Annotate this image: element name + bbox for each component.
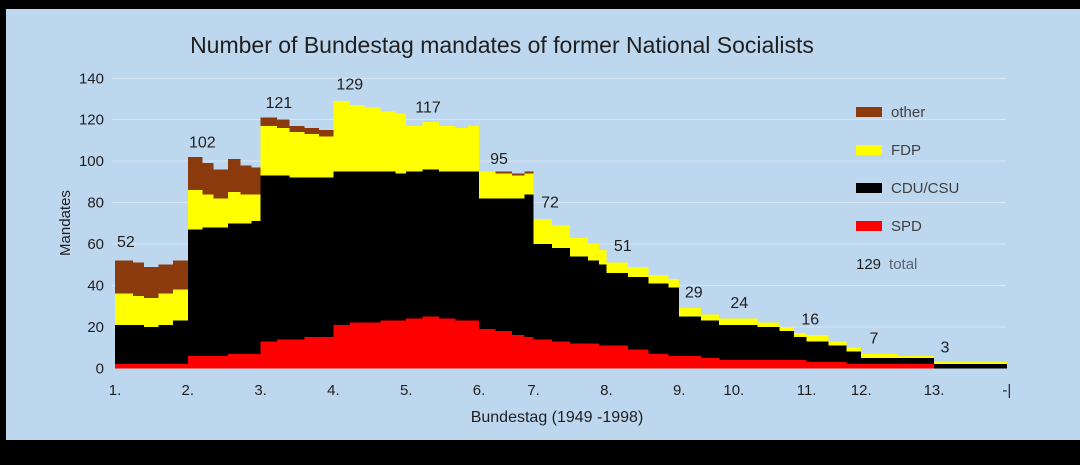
x-tick-label-1976: 8.: [600, 382, 613, 399]
annotation-3: 3: [940, 340, 949, 357]
x-tick-label-1972: 7.: [527, 382, 540, 399]
legend-swatch-other: [856, 107, 882, 117]
annotation-16: 16: [801, 312, 819, 329]
legend-item-cdu-csu: CDU/CSU: [856, 177, 959, 199]
legend-swatch-cdu-csu: [856, 183, 882, 193]
y-tick-label-100: 100: [79, 153, 104, 170]
legend-total-row: 129 total: [856, 253, 959, 275]
x-tick-label-1990: 12.: [851, 382, 872, 399]
x-tick-label-1994: 13.: [924, 382, 945, 399]
annotation-129: 129: [336, 77, 363, 94]
legend-label-other: other: [891, 103, 926, 121]
x-tick-label-1949: 1.: [109, 382, 122, 399]
chart-plot: 0 20 40 60 80 100 120 140 1. 2. 3. 4. 5. 6. 7. 8. 9. 10. 1…: [57, 70, 1011, 426]
x-tick-label-1998: -|: [1002, 382, 1011, 399]
legend-label-fdp: FDP: [891, 141, 921, 159]
y-tick-label-80: 80: [87, 195, 104, 212]
chart-title: Number of Bundestag mandates of former N…: [190, 32, 814, 58]
y-tick-label-120: 120: [79, 112, 104, 129]
x-tick-label-1969: 6.: [473, 382, 486, 399]
legend-label-cdu-csu: CDU/CSU: [891, 179, 960, 197]
y-tick-label-140: 140: [79, 70, 104, 87]
annotation-121: 121: [265, 95, 292, 112]
x-axis-title: Bundestag (1949 -1998): [471, 409, 644, 426]
y-tick-label-20: 20: [87, 319, 104, 336]
annotation-51: 51: [614, 238, 632, 255]
legend-swatch-fdp: [856, 145, 882, 155]
y-tick-label-0: 0: [96, 360, 104, 377]
y-tick-label-40: 40: [87, 277, 104, 294]
annotation-72: 72: [541, 195, 559, 212]
legend-item-fdp: FDP: [856, 139, 959, 161]
annotation-95: 95: [490, 151, 508, 168]
legend-total-value: 129: [856, 255, 882, 273]
legend-total-label: total: [889, 255, 918, 273]
x-tick-label-1957: 3.: [254, 382, 267, 399]
annotation-52: 52: [117, 234, 135, 251]
legend-swatch-spd: [856, 221, 882, 231]
area-fdp: [115, 101, 1007, 365]
x-tick-label-1961: 4.: [327, 382, 340, 399]
y-axis-title: Mandates: [57, 190, 74, 256]
y-tick-label-60: 60: [87, 236, 104, 253]
chart-panel: Number of Bundestag mandates of former N…: [6, 9, 1080, 440]
x-tick-label-1987: 11.: [797, 382, 817, 399]
x-tick-label-1980: 9.: [673, 382, 686, 399]
x-tick-label-1965: 5.: [400, 382, 413, 399]
legend: other FDP CDU/CSU SPD 129 total: [856, 101, 959, 291]
area-spd: [115, 316, 1007, 369]
annotation-117: 117: [415, 99, 441, 116]
annotation-24: 24: [730, 295, 748, 312]
legend-item-spd: SPD: [856, 215, 959, 237]
annotation-102: 102: [189, 135, 216, 152]
area-cdu-csu: [115, 169, 1007, 369]
legend-item-other: other: [856, 101, 959, 123]
annotation-7: 7: [869, 330, 878, 347]
legend-label-spd: SPD: [891, 217, 922, 235]
x-tick-label-1983: 10.: [723, 382, 744, 399]
x-tick-label-1953: 2.: [182, 382, 195, 399]
annotation-29: 29: [685, 285, 703, 302]
